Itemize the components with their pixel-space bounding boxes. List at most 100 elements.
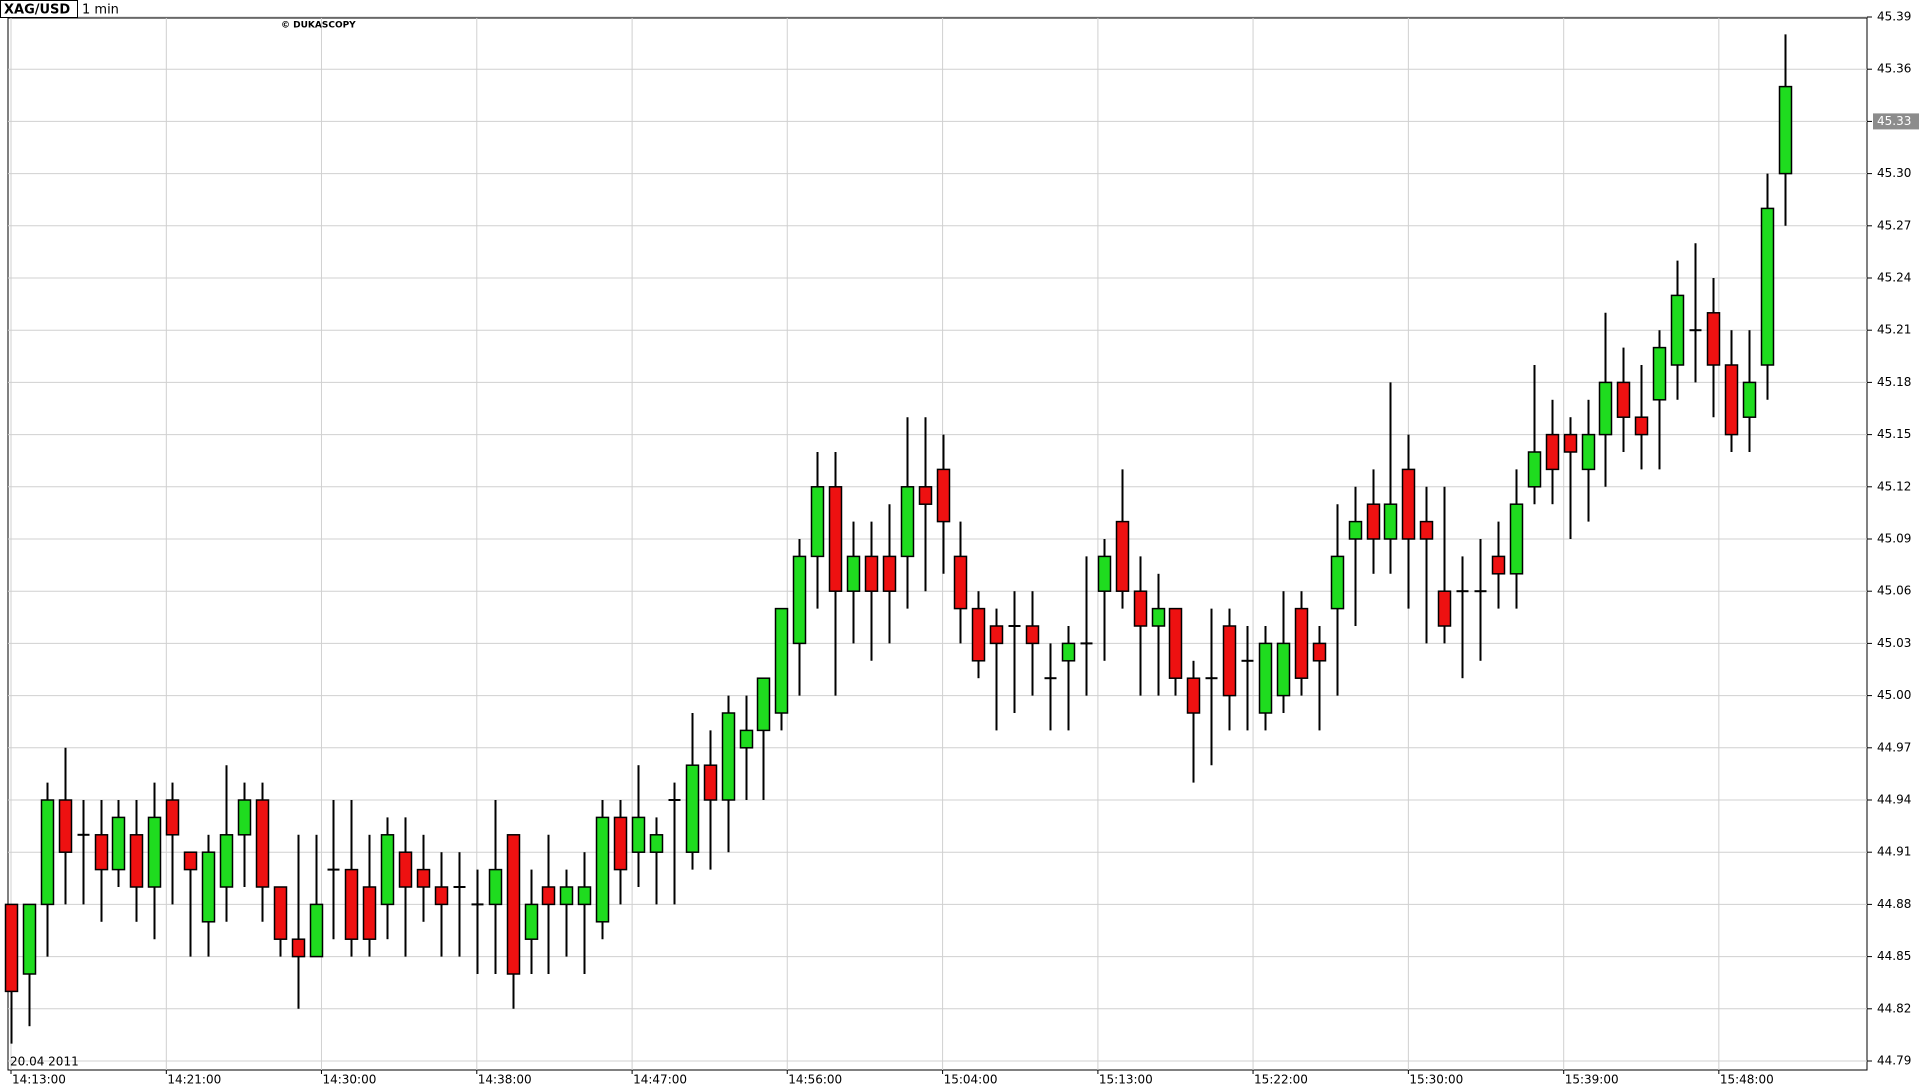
y-tick-label: 44.82	[1877, 1001, 1911, 1015]
candle-body	[1294, 607, 1309, 679]
candle-body	[1545, 433, 1560, 471]
candle-body	[380, 834, 395, 906]
x-tick-label: 14:21:00	[167, 1073, 221, 1087]
x-tick-label: 14:30:00	[322, 1073, 376, 1087]
candle-body	[183, 851, 198, 871]
candle-body	[111, 816, 126, 871]
x-tick-label: 15:39:00	[1565, 1073, 1619, 1087]
y-tick-label: 44.79	[1877, 1054, 1911, 1068]
candle-body	[595, 816, 610, 923]
candle-body	[524, 903, 539, 940]
candle-body	[882, 555, 897, 592]
x-tick-label: 14:13:00	[12, 1073, 66, 1087]
candle-body	[40, 799, 55, 906]
candle-body	[631, 816, 646, 853]
y-tick-label: 44.85	[1877, 949, 1911, 963]
candle-body	[219, 834, 234, 888]
candle-body	[237, 799, 252, 836]
y-tick-label: 45.12	[1877, 479, 1911, 493]
y-tick-label: 45.00	[1877, 688, 1911, 702]
x-tick-label: 15:13:00	[1099, 1073, 1153, 1087]
symbol: XAG/USD	[4, 3, 70, 18]
candle-body	[1652, 346, 1667, 401]
candle-body	[1634, 416, 1649, 436]
candle-body	[1491, 555, 1506, 575]
candle-body	[362, 886, 377, 940]
candle-body	[273, 886, 288, 940]
candle-body	[165, 799, 180, 836]
y-tick-label: 45.30	[1877, 166, 1911, 180]
date-label: 20.04 2011	[10, 1055, 79, 1069]
candle-body	[309, 903, 324, 958]
candle-body	[1097, 555, 1112, 592]
y-tick-label: 45.09	[1877, 532, 1911, 546]
candle-body	[864, 555, 879, 592]
candle-body	[846, 555, 861, 592]
candle-body	[22, 903, 37, 975]
candle-body	[989, 625, 1004, 645]
current-price-label: 45.33	[1877, 114, 1911, 128]
candle-body	[398, 851, 413, 888]
plot-frame	[7, 17, 1868, 1071]
candle-body	[1366, 503, 1381, 540]
candle-body	[756, 677, 771, 732]
candle-body	[506, 834, 521, 975]
candle-body	[900, 486, 915, 558]
candle-body	[434, 886, 449, 906]
candle-body	[1401, 468, 1416, 540]
y-tick-label: 45.39	[1877, 10, 1911, 24]
candle-body	[1151, 607, 1166, 627]
candle-body	[613, 816, 628, 871]
x-tick-label: 14:56:00	[788, 1073, 842, 1087]
candle-body	[291, 938, 306, 958]
candle-body	[1437, 590, 1452, 627]
y-tick-label: 45.36	[1877, 62, 1911, 76]
candle-body	[1509, 503, 1524, 575]
candle-body	[1025, 625, 1040, 645]
candle-body	[1133, 590, 1148, 627]
candle-body	[1527, 451, 1542, 488]
candle-body	[1724, 364, 1739, 436]
candle-body	[1168, 607, 1183, 679]
candle-body	[488, 868, 503, 906]
x-tick-label: 15:22:00	[1254, 1073, 1308, 1087]
candle-body	[703, 764, 718, 801]
candle-body	[649, 834, 664, 853]
candle-body	[1115, 520, 1130, 592]
candle-body	[1186, 677, 1201, 714]
period: 1 min	[82, 3, 119, 18]
candle-body	[1742, 381, 1757, 418]
candle-body	[774, 607, 789, 714]
y-tick-label: 45.24	[1877, 271, 1911, 285]
candle-body	[792, 555, 807, 645]
candle-body	[1670, 294, 1685, 366]
candle-body	[255, 799, 270, 888]
candle-body	[1581, 433, 1596, 471]
y-tick-label: 45.21	[1877, 323, 1911, 337]
y-tick-label: 44.94	[1877, 793, 1911, 807]
candle-body	[1061, 642, 1076, 662]
candle-body	[1312, 642, 1327, 662]
y-tick-label: 45.18	[1877, 375, 1911, 389]
candle-body	[1778, 85, 1793, 175]
candle-body	[559, 886, 574, 906]
candle-body	[201, 851, 216, 923]
candle-body	[1258, 642, 1273, 714]
y-tick-label: 45.06	[1877, 584, 1911, 598]
candle-body	[541, 886, 556, 906]
candle-body	[918, 486, 933, 505]
candle-body	[721, 712, 736, 801]
candle-body	[1348, 520, 1363, 540]
candle-body	[936, 468, 951, 523]
x-tick-label: 15:48:00	[1720, 1073, 1774, 1087]
candle-body	[1419, 520, 1434, 540]
candle-body	[129, 834, 144, 888]
candle-body	[971, 607, 986, 662]
x-tick-label: 15:04:00	[944, 1073, 998, 1087]
y-tick-label: 44.91	[1877, 845, 1911, 859]
candle-body	[953, 555, 968, 610]
candle-body	[1330, 555, 1345, 610]
y-tick-label: 45.03	[1877, 636, 1911, 650]
candle-body	[1616, 381, 1631, 418]
x-tick-label: 14:38:00	[478, 1073, 532, 1087]
